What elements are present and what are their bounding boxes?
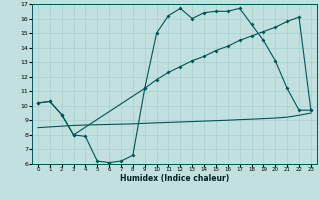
X-axis label: Humidex (Indice chaleur): Humidex (Indice chaleur) bbox=[120, 174, 229, 183]
